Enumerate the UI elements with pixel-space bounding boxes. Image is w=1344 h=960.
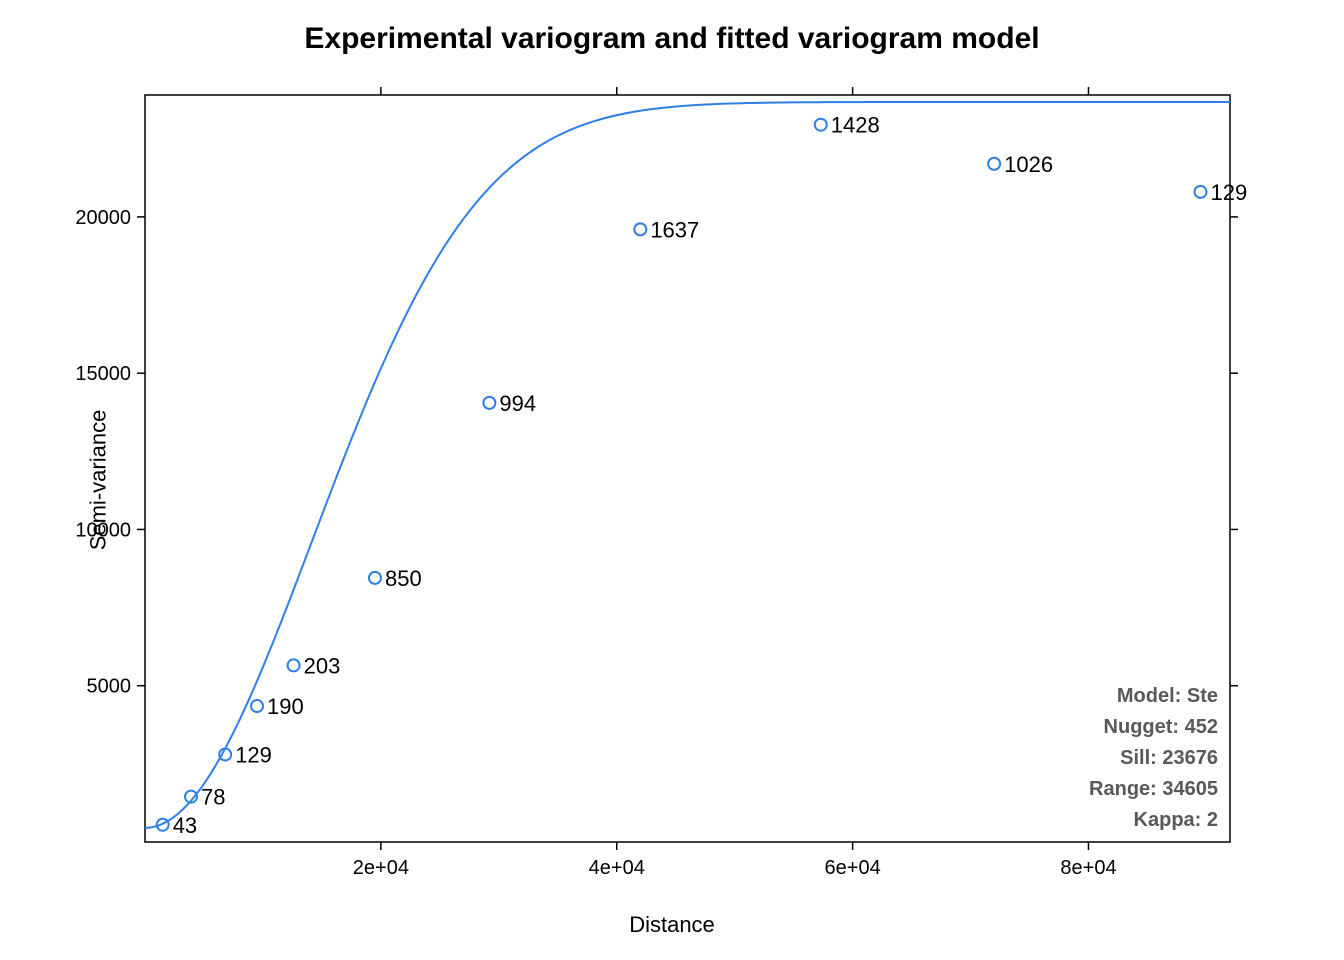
data-point-label: 994 xyxy=(499,391,536,416)
model-param-line: Model: Ste xyxy=(1117,685,1218,708)
data-point-label: 1428 xyxy=(831,113,880,138)
data-point-label: 1026 xyxy=(1004,152,1053,177)
data-point xyxy=(483,397,495,409)
y-tick-label: 15000 xyxy=(75,363,131,385)
model-params-box: Model: Ste Nugget: 452 Sill: 23676 Range: 3… xyxy=(1089,685,1218,832)
data-point xyxy=(1195,186,1207,198)
data-point-label: 1637 xyxy=(650,217,699,242)
data-point-label: 129 xyxy=(235,742,272,767)
data-point-label: 43 xyxy=(173,813,197,838)
model-param-line: Range: 34605 xyxy=(1089,778,1218,801)
model-param-line: Sill: 23676 xyxy=(1120,747,1218,770)
data-point-label: 850 xyxy=(385,566,422,591)
data-point xyxy=(815,119,827,131)
y-tick-label: 10000 xyxy=(75,519,131,541)
y-tick-label: 5000 xyxy=(87,676,132,698)
data-point xyxy=(369,572,381,584)
model-param-line: Kappa: 2 xyxy=(1134,809,1218,832)
data-point-label: 203 xyxy=(304,653,341,678)
x-tick-label: 2e+04 xyxy=(353,857,409,879)
y-tick-label: 20000 xyxy=(75,207,131,229)
data-point-label: 190 xyxy=(267,694,304,719)
x-tick-label: 8e+04 xyxy=(1060,857,1116,879)
model-param-line: Nugget: 452 xyxy=(1104,716,1218,739)
data-point xyxy=(634,223,646,235)
data-point xyxy=(988,158,1000,170)
data-point xyxy=(251,700,263,712)
x-tick-label: 4e+04 xyxy=(589,857,645,879)
fitted-variogram-line xyxy=(145,102,1230,828)
data-point-label: 78 xyxy=(201,785,225,810)
data-point-label: 129 xyxy=(1211,180,1248,205)
variogram-chart: Experimental variogram and fitted variog… xyxy=(0,0,1344,960)
data-point xyxy=(288,659,300,671)
x-tick-label: 6e+04 xyxy=(825,857,881,879)
panel-border xyxy=(145,95,1230,842)
